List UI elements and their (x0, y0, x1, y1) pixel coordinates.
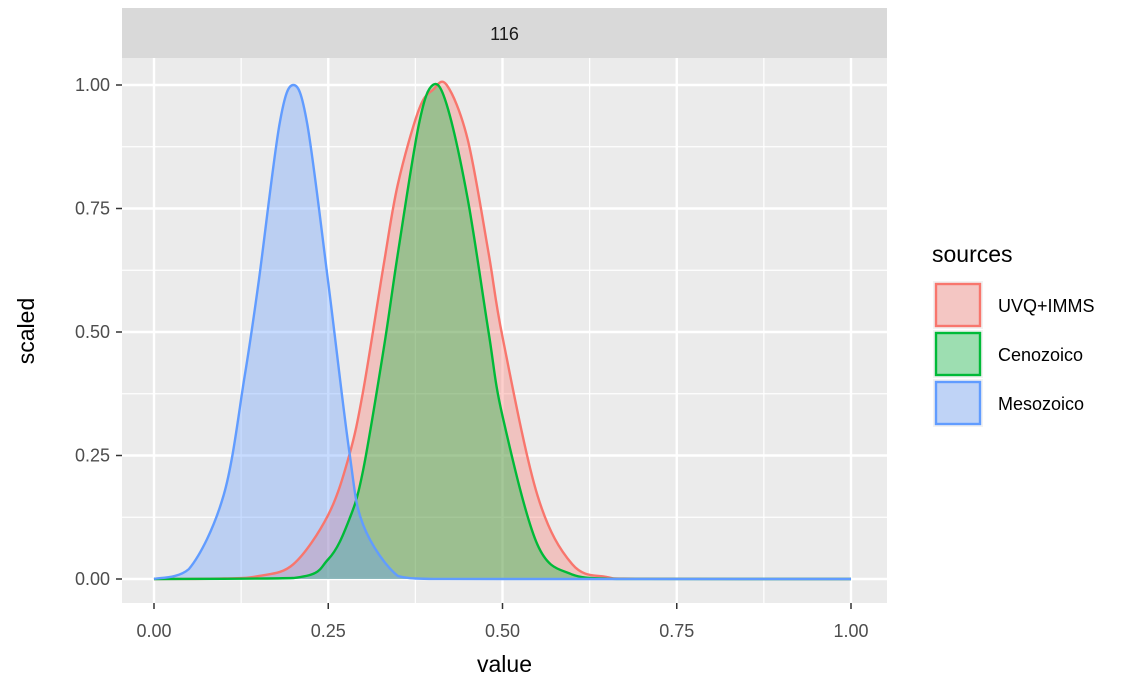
x-tick-label: 0.50 (485, 621, 520, 641)
grid-major (122, 58, 887, 603)
density-area-uvq-imms (154, 81, 851, 580)
density-area-mesozoico (154, 85, 851, 579)
legend: sources UVQ+IMMS Cenozoico Mesozoico (932, 241, 1095, 427)
legend-key-bg (933, 281, 983, 329)
y-tick-label: 0.00 (75, 569, 110, 589)
density-lines (153, 80, 852, 581)
x-tick-label: 0.25 (311, 621, 346, 641)
y-tick-label: 0.25 (75, 446, 110, 466)
x-tick-label: 1.00 (833, 621, 868, 641)
grid-minor (122, 58, 887, 603)
legend-label-cenozoico: Cenozoico (998, 345, 1083, 365)
x-axis-title: value (477, 651, 532, 677)
density-line-uvq-imms (153, 80, 852, 581)
density-area-cenozoico (154, 83, 851, 579)
facet-strip (122, 8, 887, 58)
plot-panel (122, 58, 887, 603)
x-tick-label: 0.75 (659, 621, 694, 641)
density-line-cenozoico (153, 82, 852, 581)
legend-swatch-cenozoico (934, 331, 982, 377)
y-axis: 0.00 0.25 0.50 0.75 1.00 (75, 75, 122, 589)
y-axis-title: scaled (13, 298, 39, 364)
facet-label: 116 (490, 24, 519, 44)
legend-swatch-uvq-imms (934, 282, 982, 328)
density-line-mesozoico (153, 83, 851, 581)
x-tick-label: 0.00 (136, 621, 171, 641)
legend-key-bg (933, 379, 983, 427)
y-tick-label: 0.50 (75, 322, 110, 342)
legend-key-bg (933, 330, 983, 378)
y-tick-label: 1.00 (75, 75, 110, 95)
legend-label-mesozoico: Mesozoico (998, 394, 1084, 414)
density-areas (154, 81, 851, 580)
y-tick-label: 0.75 (75, 199, 110, 219)
legend-swatch-mesozoico (934, 380, 982, 426)
legend-label-uvq-imms: UVQ+IMMS (998, 296, 1095, 316)
x-axis: 0.00 0.25 0.50 0.75 1.00 (136, 603, 869, 641)
legend-title: sources (932, 241, 1013, 267)
